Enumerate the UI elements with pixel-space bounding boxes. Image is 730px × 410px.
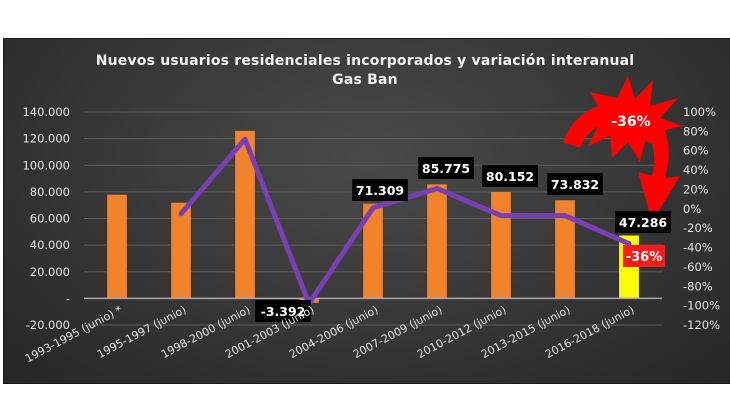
data-label-box (615, 211, 671, 233)
chart-title: Nuevos usuarios residenciales incorporad… (0, 52, 730, 90)
data-label: 73.832 (551, 177, 599, 192)
right-axis-tick: -120% (683, 318, 720, 332)
right-axis-tick: -20% (683, 221, 713, 235)
right-axis-tick: 100% (683, 105, 716, 119)
data-label-box (418, 157, 474, 179)
left-axis-tick: 100.000 (22, 158, 70, 172)
bar (426, 183, 448, 299)
left-axis-tick: 40.000 (30, 238, 70, 252)
data-label: 80.152 (486, 169, 534, 184)
left-axis-tick: -20.000 (26, 318, 70, 332)
right-axis-tick: -40% (683, 241, 713, 255)
data-label: 71.309 (356, 183, 404, 198)
bar (106, 194, 128, 299)
data-label-box (482, 165, 538, 187)
data-label-box (352, 179, 408, 201)
left-axis-tick: 120.000 (22, 132, 70, 146)
right-axis-tick: 80% (683, 124, 709, 138)
data-label: 85.775 (422, 161, 470, 176)
data-labels: -3.392 71.309 85.775 80.152 73.832 47.286 (255, 157, 671, 322)
left-axis-tick: 20.000 (30, 265, 70, 279)
data-label: -3.392 (261, 304, 306, 319)
starburst-icon (578, 76, 683, 162)
x-axis-labels: 1993-1995 (junio) *1995-1997 (junio)1998… (23, 303, 636, 365)
last-bar-pct-text: -36% (626, 250, 663, 265)
right-axis-tick: -80% (683, 279, 713, 293)
right-axis-tick: 0% (683, 202, 701, 216)
bar (490, 191, 512, 299)
callout-starburst: -36% (563, 76, 683, 222)
last-bar-pct-label: -36% (623, 245, 665, 267)
bar-series (106, 130, 640, 304)
left-axis-tick: 60.000 (30, 212, 70, 226)
left-axis-ticks: 140.000 120.000 100.000 80.000 60.000 40.000 2… (22, 105, 70, 332)
right-axis-tick: 20% (683, 182, 709, 196)
right-axis-tick: 60% (683, 144, 709, 158)
right-axis-tick: -100% (683, 299, 720, 313)
right-axis-ticks: 100% 80% 60% 40% 20% 0% -20% -40% -60% -80% -100% -… (683, 105, 720, 332)
right-axis-tick: 40% (683, 163, 709, 177)
left-axis-tick: 140.000 (22, 105, 70, 119)
bar (170, 202, 192, 299)
data-label-box (547, 173, 603, 195)
left-axis-tick: - (66, 291, 70, 305)
left-axis-tick: 80.000 (30, 185, 70, 199)
chart-subtitle: Gas Ban (332, 72, 398, 88)
right-axis-tick: -60% (683, 260, 713, 274)
data-label: 47.286 (619, 215, 668, 230)
burst-label: -36% (611, 114, 650, 130)
data-label-box (255, 300, 311, 322)
chart-title-line1: Nuevos usuarios residenciales incorporad… (95, 53, 635, 69)
